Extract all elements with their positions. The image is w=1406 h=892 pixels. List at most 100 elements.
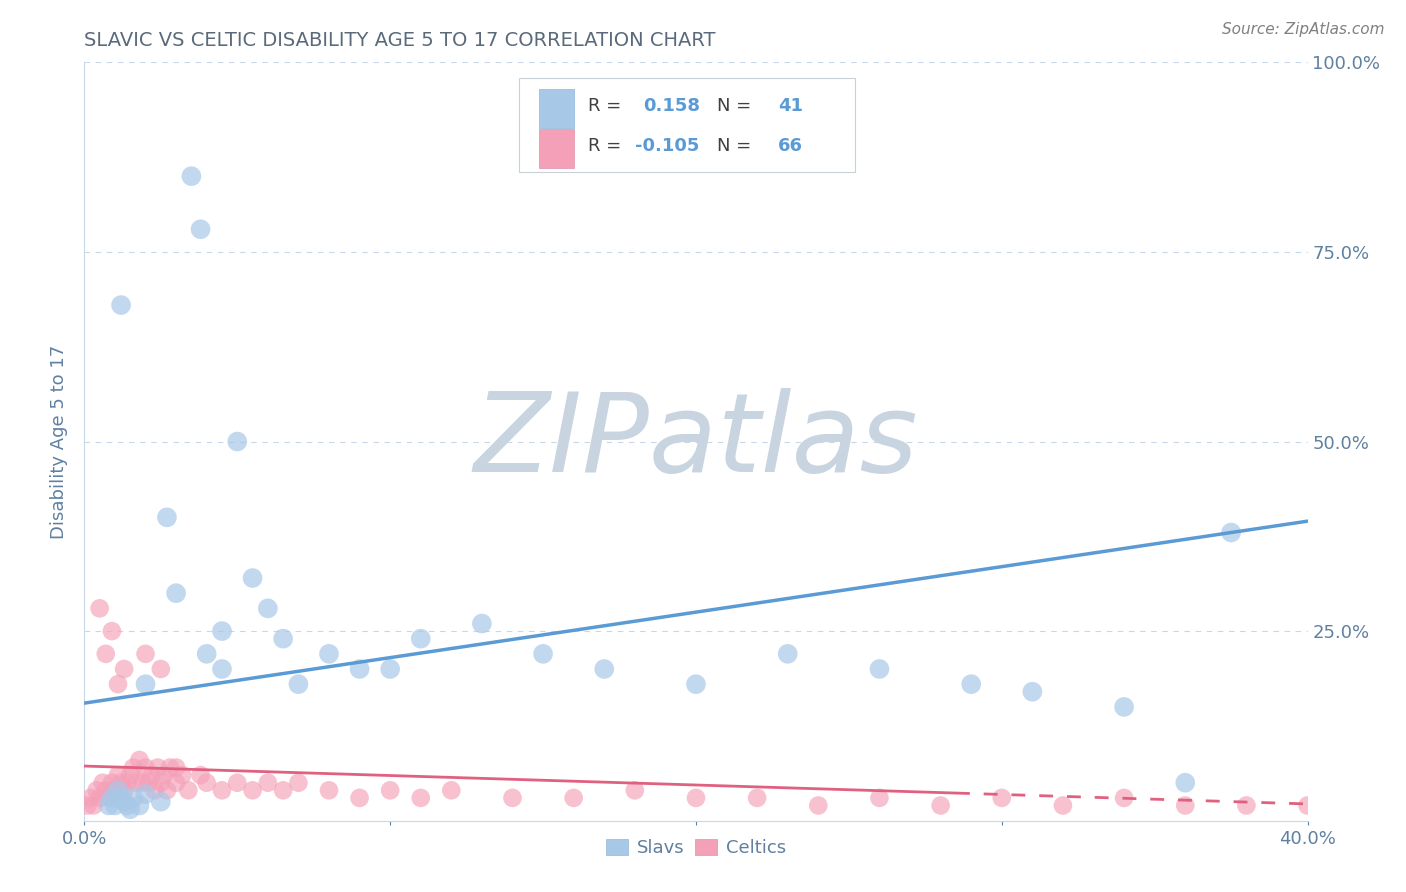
Point xyxy=(165,760,187,774)
Point xyxy=(79,791,101,805)
Point xyxy=(287,677,309,691)
Point xyxy=(380,783,402,797)
Point xyxy=(409,632,432,646)
Point xyxy=(89,601,111,615)
Point xyxy=(624,783,647,797)
Point xyxy=(471,616,494,631)
Point xyxy=(156,510,179,524)
Point xyxy=(135,677,157,691)
Point xyxy=(380,662,402,676)
Point xyxy=(593,662,616,676)
Point xyxy=(156,783,179,797)
Point xyxy=(112,795,135,809)
Point xyxy=(125,776,148,790)
Point xyxy=(115,798,138,813)
Point xyxy=(101,791,124,805)
Point xyxy=(172,768,194,782)
Point xyxy=(149,662,172,676)
Point xyxy=(128,753,150,767)
Text: R =: R = xyxy=(588,96,627,114)
Text: R =: R = xyxy=(588,136,627,154)
Text: SLAVIC VS CELTIC DISABILITY AGE 5 TO 17 CORRELATION CHART: SLAVIC VS CELTIC DISABILITY AGE 5 TO 17 … xyxy=(84,30,716,50)
Point xyxy=(502,791,524,805)
Point xyxy=(101,776,124,790)
Point xyxy=(101,624,124,639)
FancyBboxPatch shape xyxy=(540,129,574,169)
Point xyxy=(747,791,769,805)
Point xyxy=(180,169,202,184)
Text: -0.105: -0.105 xyxy=(636,136,699,154)
Point xyxy=(211,783,233,797)
Point xyxy=(1174,776,1197,790)
Point xyxy=(97,791,120,805)
Point xyxy=(190,222,212,236)
Point xyxy=(869,791,891,805)
Point xyxy=(807,798,830,813)
Point xyxy=(86,783,108,797)
Point xyxy=(242,783,264,797)
Point xyxy=(1114,699,1136,714)
Point xyxy=(94,647,117,661)
Point xyxy=(242,571,264,585)
Point xyxy=(929,798,952,813)
Text: ZIPatlas: ZIPatlas xyxy=(474,388,918,495)
Point xyxy=(211,662,233,676)
FancyBboxPatch shape xyxy=(540,89,574,128)
Point xyxy=(112,662,135,676)
Point xyxy=(112,783,135,797)
Point xyxy=(226,434,249,449)
Point xyxy=(143,783,166,797)
Point xyxy=(685,791,707,805)
Text: N =: N = xyxy=(717,136,756,154)
Point xyxy=(115,776,138,790)
Point xyxy=(120,802,142,816)
Point xyxy=(110,298,132,312)
Point xyxy=(104,783,127,797)
Point xyxy=(141,768,163,782)
Point xyxy=(1296,798,1319,813)
Point xyxy=(318,647,340,661)
Point xyxy=(1174,798,1197,813)
Point xyxy=(190,768,212,782)
Point xyxy=(685,677,707,691)
Point xyxy=(107,783,129,797)
Point xyxy=(1236,798,1258,813)
Point xyxy=(1220,525,1243,540)
Point xyxy=(271,632,294,646)
Text: Source: ZipAtlas.com: Source: ZipAtlas.com xyxy=(1222,22,1385,37)
Point xyxy=(131,776,153,790)
Point xyxy=(195,647,218,661)
Text: 66: 66 xyxy=(778,136,803,154)
Point xyxy=(107,677,129,691)
Text: 0.158: 0.158 xyxy=(644,96,700,114)
Point xyxy=(149,776,172,790)
Point xyxy=(869,662,891,676)
Point xyxy=(776,647,799,661)
Point xyxy=(165,586,187,600)
Point xyxy=(531,647,554,661)
Point xyxy=(257,601,280,615)
Y-axis label: Disability Age 5 to 17: Disability Age 5 to 17 xyxy=(51,344,69,539)
Point xyxy=(1052,798,1074,813)
FancyBboxPatch shape xyxy=(519,78,855,172)
Point xyxy=(271,783,294,797)
Point xyxy=(94,783,117,797)
Point xyxy=(349,662,371,676)
Point xyxy=(153,768,176,782)
Point xyxy=(89,791,111,805)
Point xyxy=(257,776,280,790)
Point xyxy=(177,783,200,797)
Point xyxy=(991,791,1014,805)
Point xyxy=(211,624,233,639)
Point xyxy=(195,776,218,790)
Point xyxy=(159,760,181,774)
Point xyxy=(135,647,157,661)
Point xyxy=(104,798,127,813)
Legend: Slavs, Celtics: Slavs, Celtics xyxy=(599,832,793,864)
Point xyxy=(120,768,142,782)
Point xyxy=(122,791,145,805)
Point xyxy=(226,776,249,790)
Point xyxy=(107,768,129,782)
Point xyxy=(409,791,432,805)
Point xyxy=(1114,791,1136,805)
